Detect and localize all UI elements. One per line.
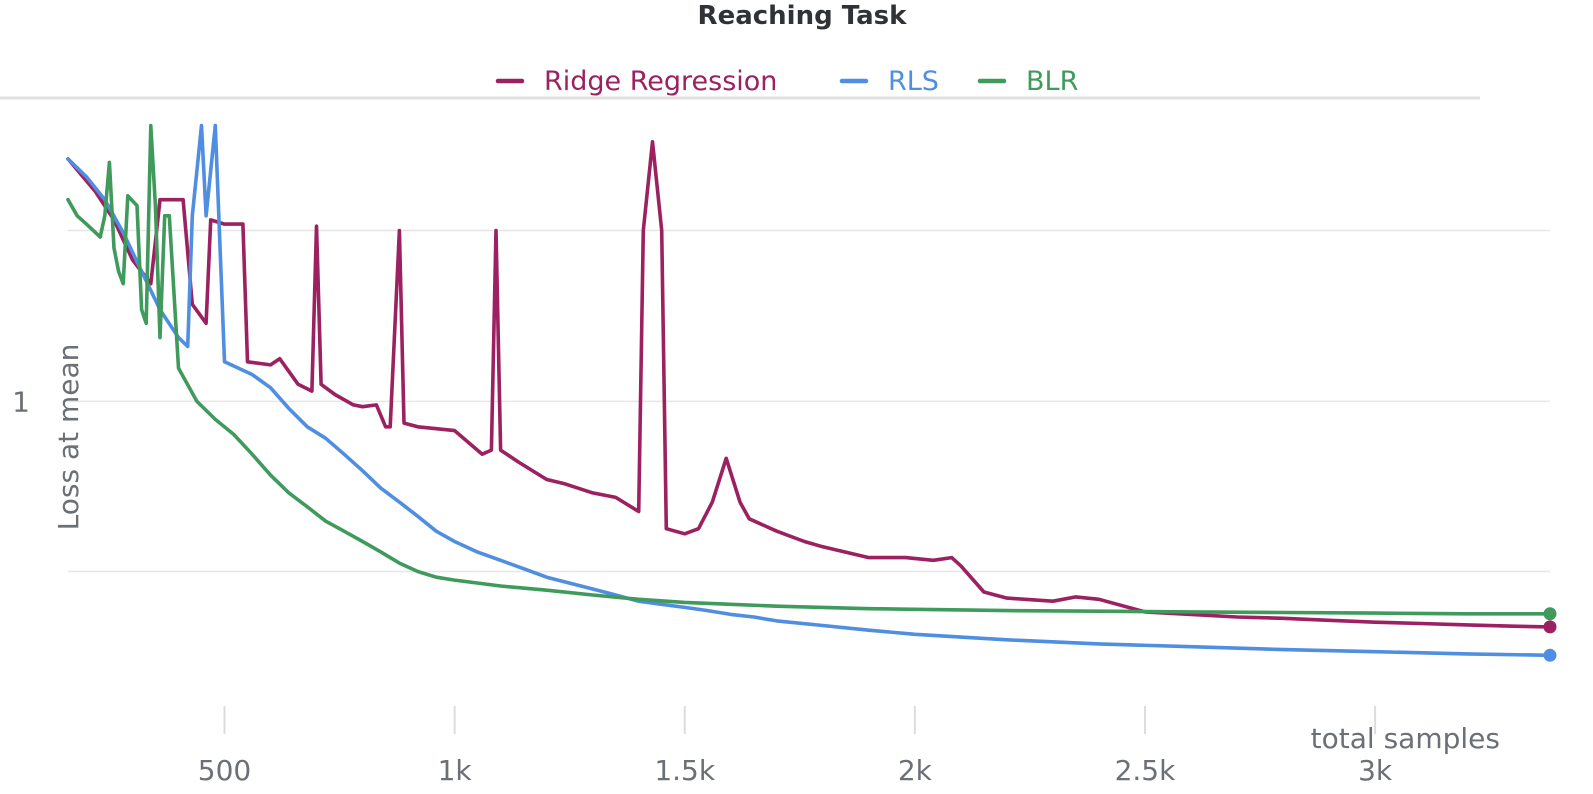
series-line-rls	[66, 123, 1552, 658]
series-end-marker-ridge-regression	[1543, 620, 1557, 634]
x-tick-label-4: 2.5k	[1115, 754, 1177, 787]
legend-item-ridge-regression[interactable]: Ridge Regression	[495, 66, 777, 97]
grid	[68, 229, 1550, 573]
legend-item-rls[interactable]: RLS	[839, 66, 939, 97]
x-axis-label: total samples	[1311, 722, 1500, 755]
x-ticks: 500 1k 1.5k 2k 2.5k 3k	[198, 706, 1393, 787]
legend-label-blr: BLR	[1026, 66, 1078, 97]
x-tick-label-5: 3k	[1358, 754, 1393, 787]
legend[interactable]: Ridge Regression RLS BLR	[495, 66, 1078, 97]
x-tick-label-0: 500	[198, 754, 251, 787]
series-line-blr	[66, 123, 1552, 616]
legend-label-rls: RLS	[888, 66, 939, 97]
x-tick-label-2: 1.5k	[654, 754, 716, 787]
series	[66, 123, 1557, 662]
legend-label-ridge-regression: Ridge Regression	[544, 66, 777, 97]
y-axis-label: Loss at mean	[52, 344, 85, 531]
series-end-marker-blr	[1543, 607, 1557, 621]
y-ticks: 1	[12, 385, 30, 418]
series-end-marker-rls	[1543, 648, 1557, 662]
y-tick-label-0: 1	[12, 385, 30, 418]
x-tick-label-3: 2k	[898, 754, 933, 787]
series-line-ridge-regression	[66, 140, 1552, 629]
x-tick-label-1: 1k	[438, 754, 473, 787]
chart-title: Reaching Task	[698, 1, 908, 31]
legend-item-blr[interactable]: BLR	[977, 66, 1078, 97]
